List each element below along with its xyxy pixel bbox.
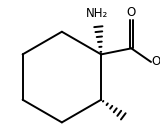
Text: NH₂: NH₂ — [85, 7, 108, 20]
Text: OH: OH — [152, 55, 160, 68]
Text: O: O — [127, 6, 136, 19]
